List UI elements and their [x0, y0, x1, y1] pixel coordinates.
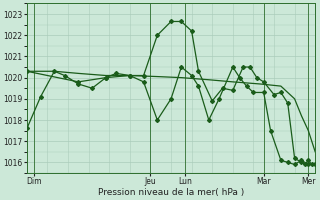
X-axis label: Pression niveau de la mer( hPa ): Pression niveau de la mer( hPa ) [98, 188, 244, 197]
